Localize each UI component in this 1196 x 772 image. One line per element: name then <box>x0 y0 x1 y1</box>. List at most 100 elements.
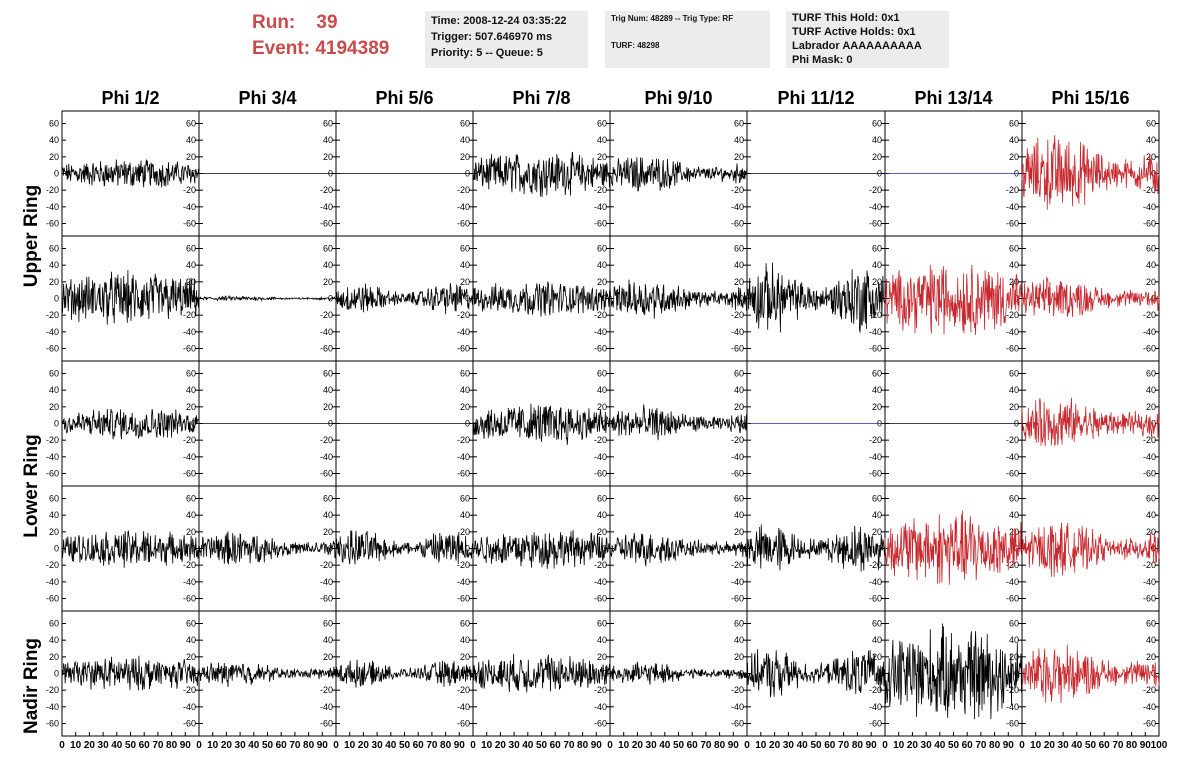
y-tick-label: 60 <box>49 494 59 504</box>
y-tick-label: 40 <box>49 260 59 270</box>
y-tick-label: 20 <box>1009 152 1019 162</box>
y-tick-label: -40 <box>1006 327 1019 337</box>
y-tick-label: -40 <box>1143 452 1156 462</box>
y-tick-label: -60 <box>457 344 470 354</box>
y-tick-label: 40 <box>323 260 333 270</box>
x-tick-label: 30 <box>646 740 658 751</box>
y-tick-label: 40 <box>1146 260 1156 270</box>
waveform-series <box>609 279 748 319</box>
y-tick-label: 0 <box>54 294 59 304</box>
y-tick-label: 40 <box>872 135 882 145</box>
y-tick-label: -60 <box>1006 594 1019 604</box>
y-tick-label: -60 <box>183 469 196 479</box>
y-tick-label: -20 <box>1006 560 1019 570</box>
y-tick-label: -40 <box>1006 702 1019 712</box>
y-tick-label: 40 <box>734 385 744 395</box>
y-tick-label: 60 <box>872 244 882 254</box>
row-label: Nadir Ring <box>21 638 42 734</box>
phi-mask-line: Phi Mask: 0 <box>792 54 853 66</box>
y-tick-label: 20 <box>323 277 333 287</box>
column-header: Phi 1/2 <box>101 88 159 108</box>
y-tick-label: 60 <box>323 494 333 504</box>
y-tick-label: 20 <box>323 527 333 537</box>
x-tick-label: 100 <box>1151 740 1168 751</box>
x-tick-label: 80 <box>714 740 726 751</box>
y-tick-label: 20 <box>323 152 333 162</box>
x-tick-label: 80 <box>989 740 1001 751</box>
y-tick-label: 40 <box>186 510 196 520</box>
y-tick-label: -60 <box>46 344 59 354</box>
labrador-line: Labrador AAAAAAAAAA <box>792 40 922 52</box>
x-tick-label: 10 <box>70 740 82 751</box>
run-value: 39 <box>316 12 338 33</box>
y-tick-label: 40 <box>734 510 744 520</box>
x-tick-label: 40 <box>934 740 946 751</box>
y-tick-label: 60 <box>1146 494 1156 504</box>
y-tick-label: -60 <box>183 719 196 729</box>
waveform-series <box>1021 644 1160 704</box>
waveform-series <box>335 530 474 565</box>
y-tick-label: -60 <box>320 219 333 229</box>
x-tick-label: 90 <box>728 740 740 751</box>
y-tick-label: 20 <box>323 652 333 662</box>
y-tick-label: 60 <box>597 244 607 254</box>
y-tick-label: -40 <box>46 702 59 712</box>
column-header: Phi 15/16 <box>1051 88 1129 108</box>
y-tick-label: 40 <box>872 385 882 395</box>
y-tick-label: 60 <box>1009 119 1019 129</box>
y-tick-label: -20 <box>183 185 196 195</box>
y-tick-label: 20 <box>1009 527 1019 537</box>
y-tick-label: -60 <box>731 594 744 604</box>
y-tick-label: -20 <box>1143 560 1156 570</box>
y-tick-label: -40 <box>457 702 470 712</box>
y-tick-label: 40 <box>1146 510 1156 520</box>
y-tick-label: -40 <box>1006 452 1019 462</box>
y-tick-label: -60 <box>869 219 882 229</box>
y-tick-label: 0 <box>739 294 744 304</box>
x-tick-label: 30 <box>783 740 795 751</box>
x-tick-label: 40 <box>659 740 671 751</box>
y-tick-label: 20 <box>597 277 607 287</box>
x-tick-label: 50 <box>948 740 960 751</box>
y-tick-label: -40 <box>457 577 470 587</box>
x-tick-label: 60 <box>276 740 288 751</box>
y-tick-label: -20 <box>731 185 744 195</box>
y-tick-label: 60 <box>460 369 470 379</box>
y-tick-label: 0 <box>602 294 607 304</box>
y-tick-label: 40 <box>1146 385 1156 395</box>
y-tick-label: 20 <box>186 527 196 537</box>
y-tick-label: 40 <box>1009 510 1019 520</box>
y-tick-label: -40 <box>594 702 607 712</box>
y-tick-label: 60 <box>323 119 333 129</box>
y-tick-label: -60 <box>457 469 470 479</box>
y-tick-label: -40 <box>731 577 744 587</box>
x-tick-label: 10 <box>344 740 356 751</box>
waveform-series <box>61 408 200 440</box>
y-tick-label: 60 <box>49 244 59 254</box>
x-tick-label: 30 <box>921 740 933 751</box>
y-tick-label: -40 <box>1006 577 1019 587</box>
x-tick-label: 70 <box>563 740 575 751</box>
x-tick-label: 70 <box>289 740 301 751</box>
y-tick-label: 60 <box>734 494 744 504</box>
x-tick-label: 70 <box>1112 740 1124 751</box>
y-tick-label: -60 <box>1006 469 1019 479</box>
x-tick-label: 90 <box>1003 740 1015 751</box>
x-tick-label: 90 <box>317 740 329 751</box>
x-tick-label: 80 <box>1126 740 1138 751</box>
y-tick-label: -40 <box>731 452 744 462</box>
column-header: Phi 11/12 <box>777 88 854 108</box>
waveform-series <box>61 655 200 691</box>
x-tick-label: 40 <box>797 740 809 751</box>
y-tick-label: 20 <box>460 652 470 662</box>
y-tick-label: -60 <box>1143 594 1156 604</box>
y-tick-label: -60 <box>1143 219 1156 229</box>
waveform-series <box>884 264 1023 335</box>
x-tick-label: 20 <box>769 740 781 751</box>
y-tick-label: 60 <box>186 619 196 629</box>
y-tick-label: -40 <box>869 702 882 712</box>
turf-info-box: TURF This Hold: 0x1 TURF Active Holds: 0… <box>786 11 949 68</box>
x-tick-label: 10 <box>207 740 219 751</box>
x-tick-label: 0 <box>333 740 339 751</box>
y-tick-label: 40 <box>597 635 607 645</box>
